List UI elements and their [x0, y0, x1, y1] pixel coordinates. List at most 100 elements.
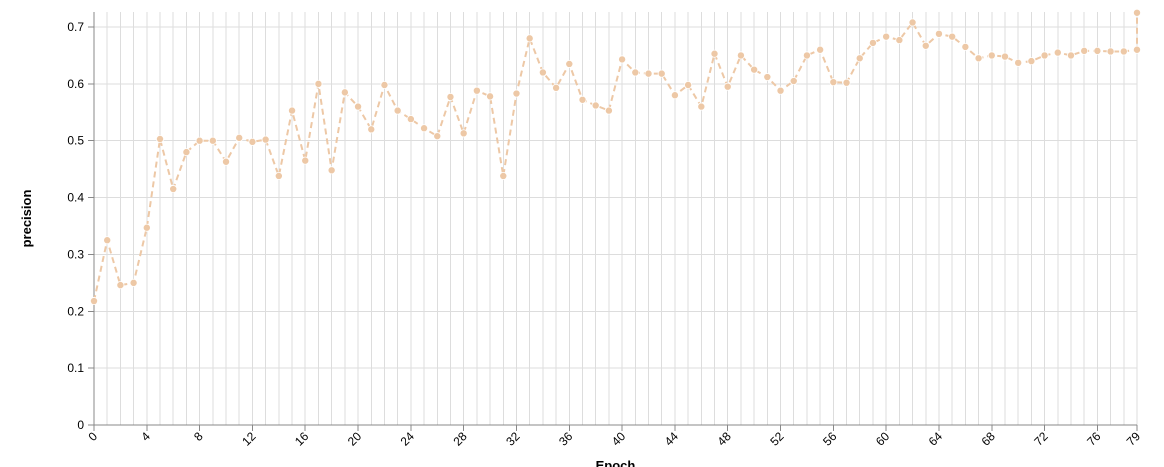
data-point	[314, 79, 323, 88]
x-axis-ticks: 0 4 8 12 16 20 24 28 32 36 40 44 48 52 56 60 64 68 72 76 79	[85, 425, 1143, 449]
y-tick-label: 0.4	[67, 191, 84, 205]
x-tick-label: 4	[138, 429, 153, 444]
x-tick-label: 76	[1084, 429, 1104, 449]
data-point	[816, 45, 825, 54]
data-point	[235, 133, 244, 142]
data-point	[618, 55, 627, 64]
data-point	[934, 29, 943, 38]
data-point	[604, 106, 613, 115]
data-point	[895, 36, 904, 45]
data-point	[1000, 52, 1009, 61]
data-point	[499, 171, 508, 180]
x-tick-label: 12	[239, 429, 259, 449]
data-point	[750, 65, 759, 74]
data-point	[868, 38, 877, 47]
y-tick-label: 0.3	[67, 247, 84, 261]
x-tick-label: 40	[609, 429, 629, 449]
y-tick-label: 0.6	[67, 77, 84, 91]
data-point	[1080, 46, 1089, 55]
data-point	[420, 124, 429, 133]
x-tick-label: 16	[292, 429, 312, 449]
data-point	[354, 102, 363, 111]
data-point	[1133, 45, 1142, 54]
x-tick-label: 28	[450, 429, 470, 449]
data-point	[552, 83, 561, 92]
y-tick-label: 0.7	[67, 20, 84, 34]
data-point	[1119, 47, 1128, 56]
x-tick-label: 8	[191, 429, 206, 444]
data-point	[525, 34, 534, 43]
data-point	[829, 78, 838, 87]
data-point	[961, 42, 970, 51]
data-point	[882, 32, 891, 41]
x-tick-label: 44	[662, 429, 682, 449]
data-point	[406, 115, 415, 124]
data-point	[367, 125, 376, 134]
x-gridlines	[93, 12, 1138, 425]
data-point	[776, 86, 785, 95]
x-tick-label: 60	[873, 429, 893, 449]
x-tick-label: 24	[398, 429, 418, 449]
x-tick-label: 79	[1124, 429, 1144, 449]
x-tick-label: 48	[714, 429, 734, 449]
data-point	[182, 148, 191, 157]
series-layer	[90, 8, 1142, 306]
data-point	[948, 32, 957, 41]
data-point	[789, 77, 798, 86]
data-point	[1133, 8, 1142, 17]
data-point	[288, 106, 297, 115]
data-point	[156, 135, 165, 144]
data-point	[657, 69, 666, 78]
data-point	[697, 102, 706, 111]
data-point	[486, 92, 495, 101]
data-point	[631, 68, 640, 77]
data-point	[459, 129, 468, 138]
data-point	[393, 106, 402, 115]
data-point	[103, 236, 112, 245]
data-point	[710, 49, 719, 58]
data-point	[1040, 51, 1049, 60]
data-point	[261, 135, 270, 144]
data-point	[763, 73, 772, 82]
x-tick-label: 64	[926, 429, 946, 449]
x-tick-label: 52	[767, 429, 787, 449]
data-point	[736, 51, 745, 60]
data-point	[921, 41, 930, 50]
x-tick-label: 36	[556, 429, 576, 449]
data-point	[908, 18, 917, 27]
x-tick-label: 68	[979, 429, 999, 449]
data-point	[90, 297, 99, 306]
data-point	[380, 80, 389, 89]
y-gridlines	[94, 26, 1137, 426]
data-point	[1093, 46, 1102, 55]
data-point	[974, 54, 983, 63]
x-axis-title: Epoch	[596, 458, 636, 467]
data-point	[340, 88, 349, 97]
data-point	[142, 223, 151, 232]
data-point	[1027, 57, 1036, 66]
y-tick-label: 0.5	[67, 134, 84, 148]
data-point	[591, 101, 600, 110]
data-point	[987, 51, 996, 60]
x-tick-label: 20	[345, 429, 365, 449]
data-point	[169, 185, 178, 194]
data-point	[222, 157, 231, 166]
data-point	[855, 54, 864, 63]
data-point	[802, 51, 811, 60]
data-point	[327, 166, 336, 175]
x-tick-label: 32	[503, 429, 523, 449]
data-point	[512, 89, 521, 98]
x-tick-label: 0	[85, 429, 100, 444]
data-point	[208, 136, 217, 145]
data-point	[670, 91, 679, 100]
x-tick-label: 56	[820, 429, 840, 449]
x-tick-label: 72	[1031, 429, 1051, 449]
data-point	[446, 92, 455, 101]
data-point	[1014, 58, 1023, 67]
data-point	[723, 82, 732, 91]
data-point	[842, 78, 851, 87]
y-axis-ticks: 0 0.1 0.2 0.3 0.4 0.5 0.6 0.7	[67, 20, 94, 432]
data-point	[684, 80, 693, 89]
